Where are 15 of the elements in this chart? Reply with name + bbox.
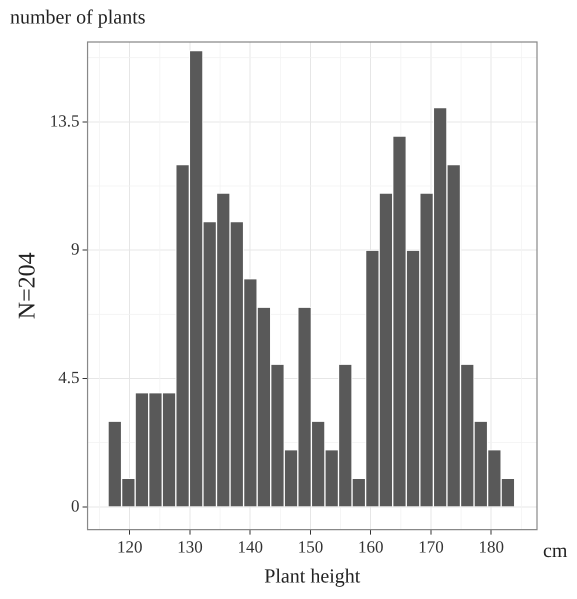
x-tick-label: 160 [358,537,384,556]
y-tick-label: 4.5 [58,368,80,387]
chart-title: number of plants [10,6,146,28]
x-tick-label: 130 [177,537,203,556]
x-tick-label: 150 [298,537,324,556]
x-tick-label: 170 [418,537,444,556]
x-tick-label: 140 [237,537,263,556]
y-tick-label: 0 [71,496,80,516]
y-axis-title: N=204 [14,252,41,320]
x-tick-label: 120 [116,537,142,556]
y-tick-label: 13.5 [50,111,80,130]
x-axis-title: Plant height [264,565,361,588]
x-tick-label: 180 [478,537,504,556]
text: cm [543,540,568,562]
y-tick-label: 9 [71,240,80,259]
